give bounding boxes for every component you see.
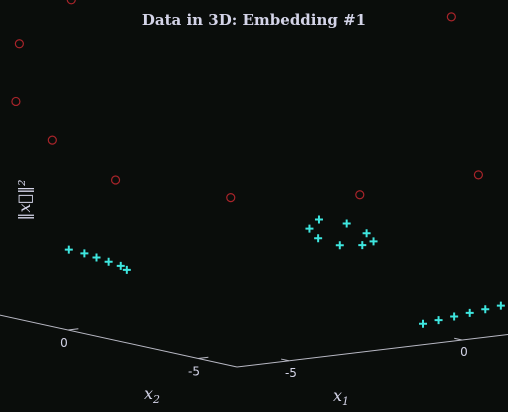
data-point-plus: [465, 308, 474, 317]
data-point-circle: [226, 193, 236, 203]
chart-title: Data in 3D: Embedding #1: [142, 11, 366, 29]
data-point-circle: [11, 96, 21, 107]
data-point-plus: [481, 305, 490, 314]
y-axis-line: [0, 314, 238, 368]
data-point-plus: [80, 249, 89, 258]
data-point-plus: [496, 301, 505, 310]
axes-layer: -50550-50510152025303540: [0, 314, 508, 380]
data-point-plus: [450, 312, 459, 321]
data-point-plus: [369, 237, 378, 246]
data-point-plus: [64, 245, 73, 254]
data-point-circle: [14, 39, 24, 49]
data-point-circle: [355, 190, 365, 200]
data-point-plus: [335, 241, 344, 250]
y-tick-label: -5: [188, 364, 200, 378]
data-point-plus: [358, 241, 367, 250]
x-axis-label: x1: [333, 386, 349, 408]
data-point-plus: [314, 215, 323, 224]
x-tick-mark: [281, 358, 290, 362]
data-point-plus: [104, 257, 113, 266]
data-point-plus: [122, 265, 131, 274]
data-point-circle: [66, 0, 76, 5]
y-axis-label: x2: [144, 384, 160, 406]
data-point-plus: [342, 219, 351, 228]
marks-layer: [11, 0, 505, 328]
x-tick-label: 0: [460, 345, 468, 359]
data-point-circle: [110, 175, 121, 185]
data-point-plus: [305, 224, 314, 233]
data-point-circle: [47, 135, 57, 145]
y-tick-label: 0: [60, 336, 68, 350]
x-tick-mark: [454, 337, 463, 341]
data-point-plus: [116, 261, 125, 270]
data-point-plus: [362, 229, 371, 238]
data-point-circle: [473, 170, 483, 180]
data-point-circle: [446, 12, 456, 22]
y-tick-mark: [67, 328, 79, 331]
y-tick-mark: [197, 356, 209, 359]
x-tick-label: -5: [285, 366, 297, 380]
data-point-plus: [314, 234, 323, 243]
data-point-plus: [434, 316, 443, 325]
z-axis-label: ‖x⃗‖²: [15, 179, 34, 220]
data-point-plus: [92, 253, 101, 262]
data-point-plus: [419, 319, 427, 328]
